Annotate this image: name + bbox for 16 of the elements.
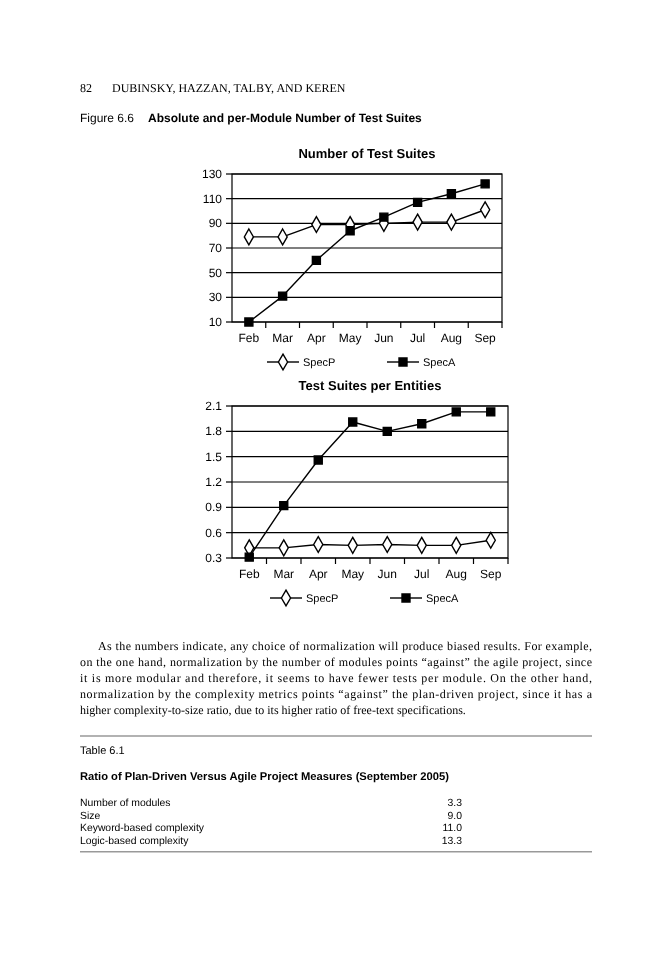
point	[348, 417, 358, 427]
point	[345, 226, 355, 236]
point	[313, 455, 323, 465]
point	[379, 212, 389, 222]
point	[412, 197, 423, 208]
point	[486, 407, 496, 417]
point	[244, 317, 254, 327]
point	[311, 255, 322, 266]
point	[277, 291, 288, 301]
point	[279, 500, 289, 511]
point	[480, 179, 490, 189]
point	[244, 552, 254, 562]
point	[382, 426, 392, 437]
point	[451, 407, 461, 417]
point	[417, 419, 427, 429]
point	[446, 189, 457, 199]
